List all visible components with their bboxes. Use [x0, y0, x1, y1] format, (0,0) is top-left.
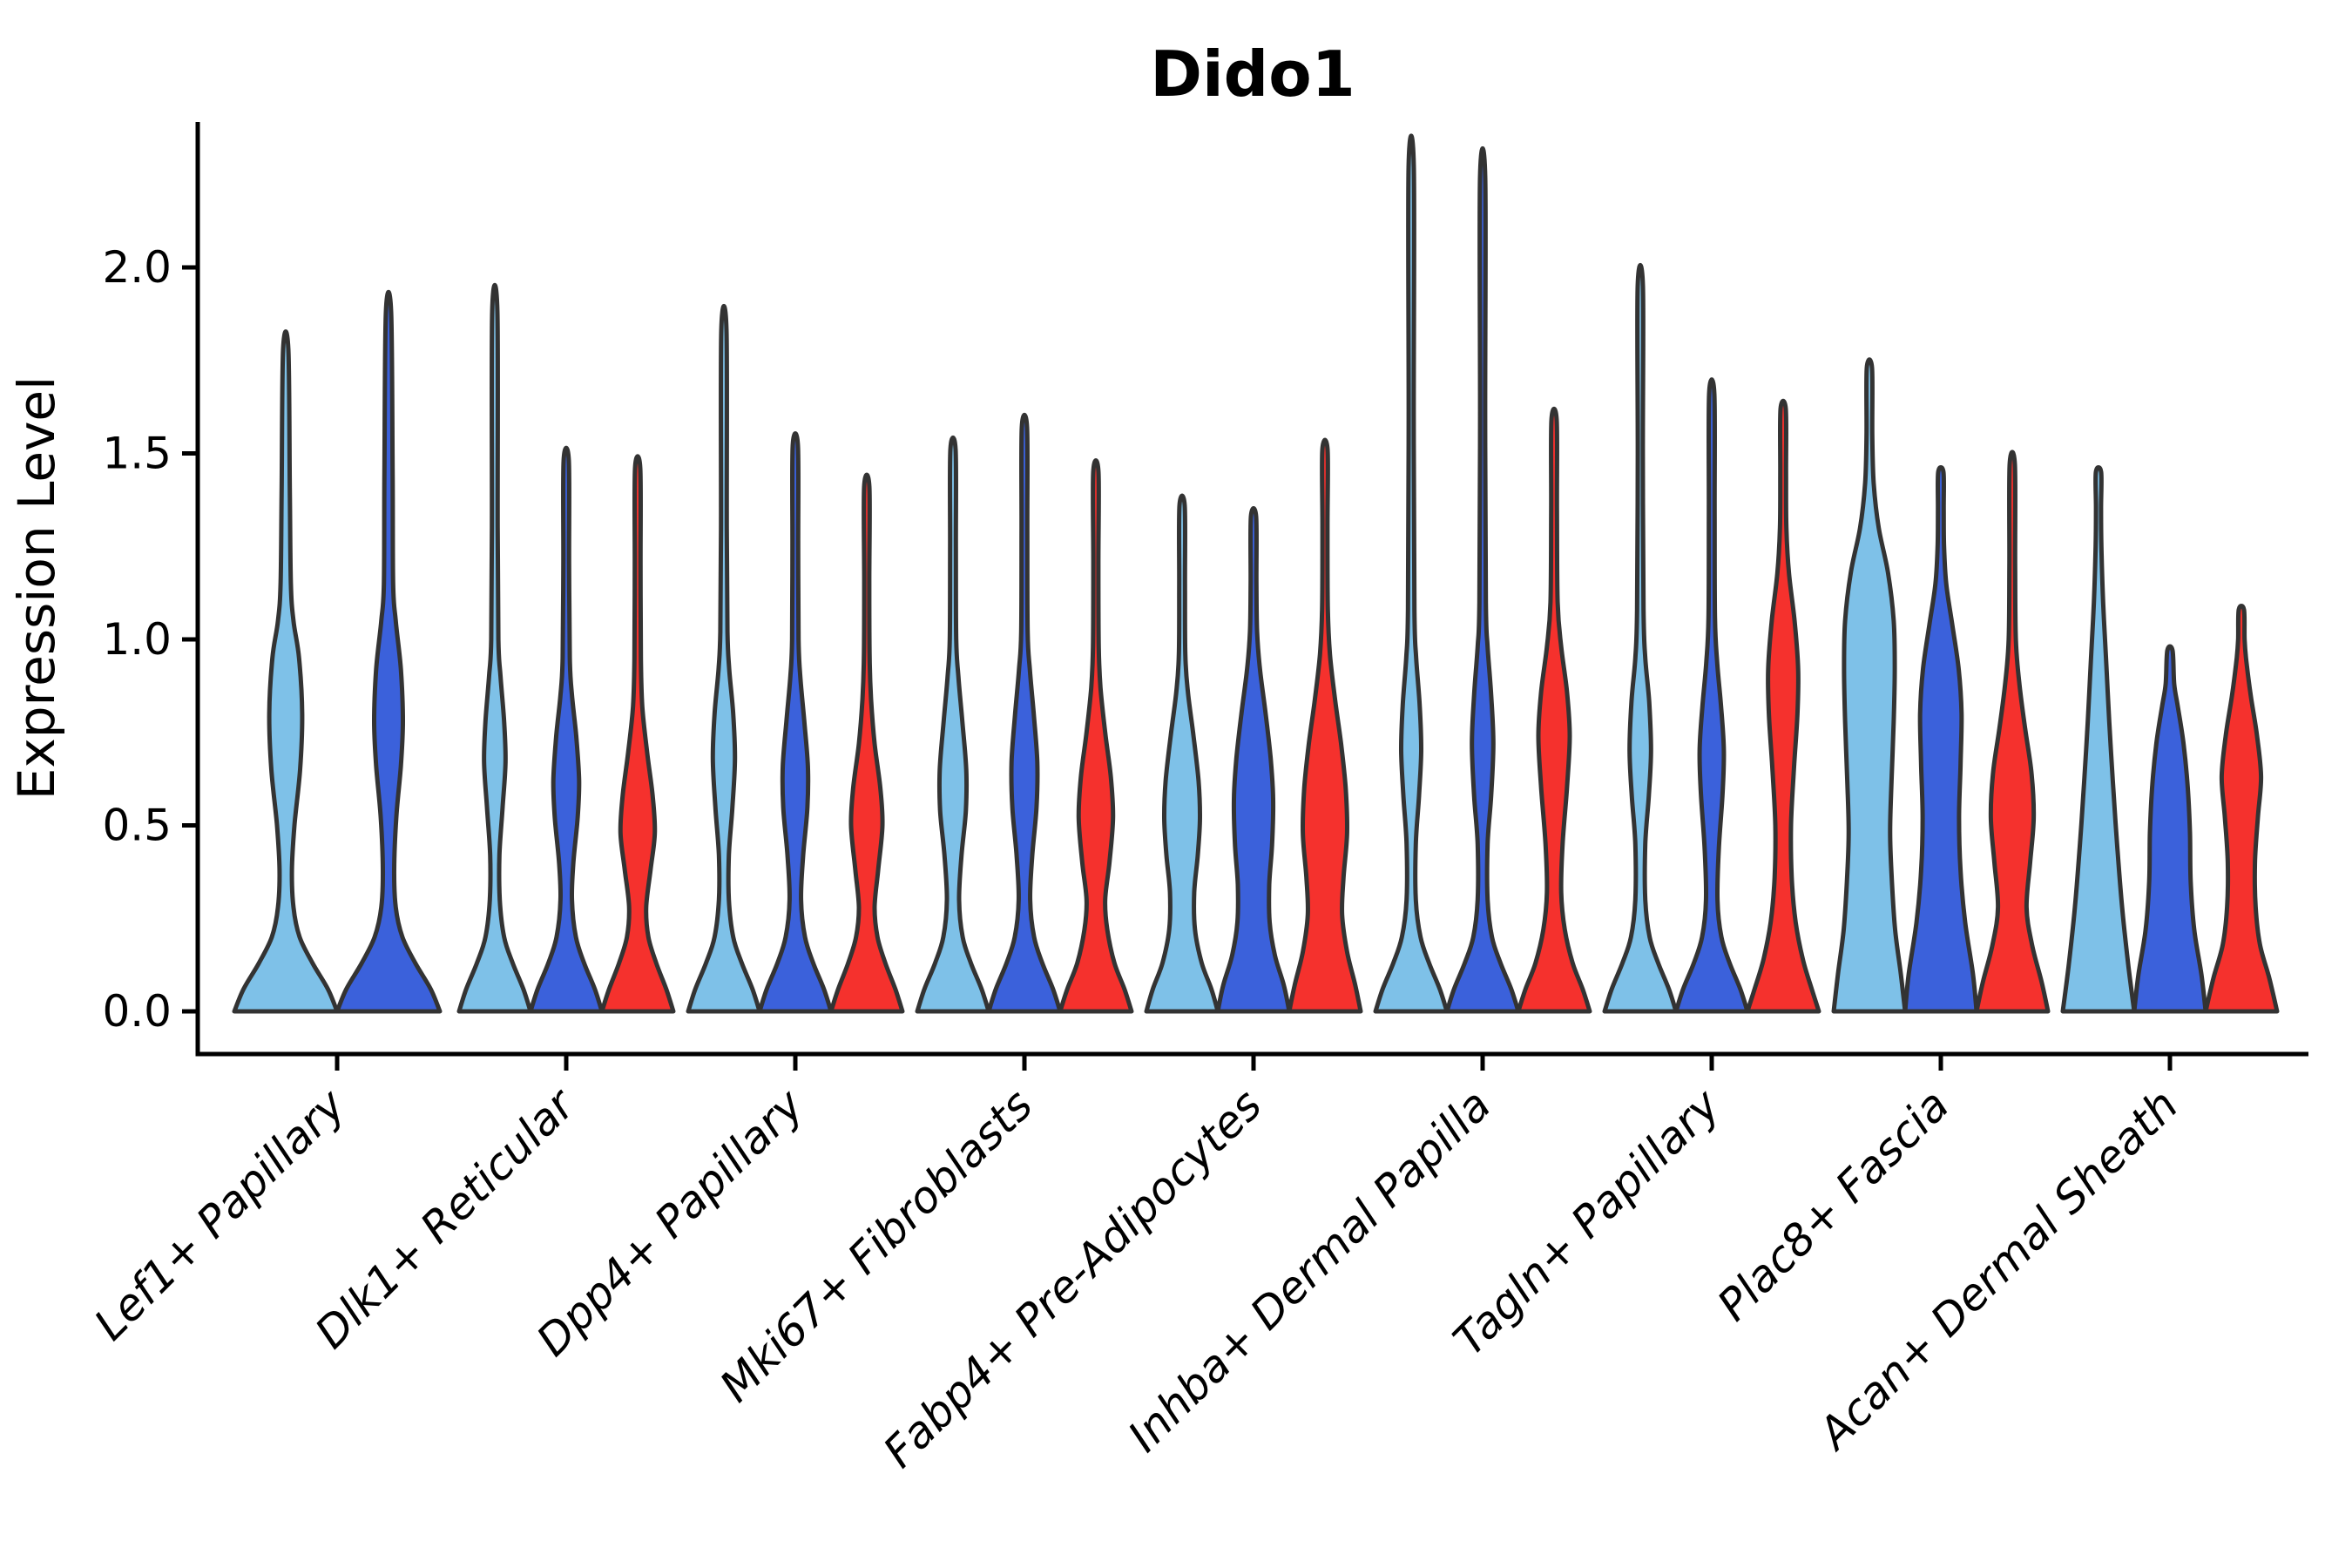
violin-4-dark_blue: [1215, 506, 1292, 1014]
violin-6-red: [1745, 398, 1821, 1014]
violin-7-light_blue: [1831, 357, 1908, 1014]
y-tick-label: 1.0: [102, 614, 172, 665]
violin-2-red: [828, 472, 905, 1014]
y-tick-label: 2.0: [102, 242, 172, 293]
violin-8-dark_blue: [2132, 644, 2208, 1014]
violin-3-dark_blue: [986, 412, 1063, 1014]
violin-1-dark_blue: [528, 445, 605, 1014]
x-tick-label: Fabp4+ Pre-Adipocytes: [874, 1079, 1272, 1477]
violin-1-red: [599, 454, 676, 1014]
violin-6-dark_blue: [1673, 377, 1750, 1014]
violin-0-dark_blue: [335, 290, 443, 1014]
y-tick-label: 1.5: [102, 429, 172, 479]
violin-4-light_blue: [1144, 493, 1220, 1014]
x-tick-label: Acan+ Dermal Sheath: [1808, 1079, 2188, 1460]
violin-2-light_blue: [686, 304, 762, 1014]
x-tick-label: Inhba+ Dermal Papilla: [1119, 1079, 1500, 1461]
chart-title: Dido1: [1150, 37, 1355, 111]
y-axis-label: Expression Level: [7, 376, 66, 800]
violin-1-light_blue: [456, 282, 533, 1014]
violin-2-dark_blue: [757, 431, 834, 1014]
violin-5-red: [1516, 406, 1592, 1014]
x-tick-label: Lef1+ Papillary: [84, 1078, 355, 1349]
violin-4-red: [1287, 437, 1363, 1014]
violin-5-dark_blue: [1444, 145, 1521, 1014]
violin-7-dark_blue: [1903, 465, 1979, 1014]
y-tick-group: 0.0 0.5 1.0 1.5 2.0: [102, 242, 198, 1037]
violin-3-light_blue: [915, 435, 991, 1014]
violin-8-red: [2203, 604, 2280, 1014]
violin-6-light_blue: [1602, 263, 1679, 1014]
y-tick-label: 0.0: [102, 986, 172, 1037]
y-tick-label: 0.5: [102, 801, 172, 851]
violin-8-light_blue: [2060, 465, 2137, 1014]
violin-5-light_blue: [1373, 133, 1450, 1014]
x-tick-label: Plac8+ Fascia: [1708, 1079, 1959, 1330]
violin-7-red: [1974, 449, 2051, 1014]
violins-group: [232, 133, 2280, 1014]
violin-3-red: [1058, 458, 1134, 1014]
violin-0-light_blue: [232, 329, 340, 1014]
